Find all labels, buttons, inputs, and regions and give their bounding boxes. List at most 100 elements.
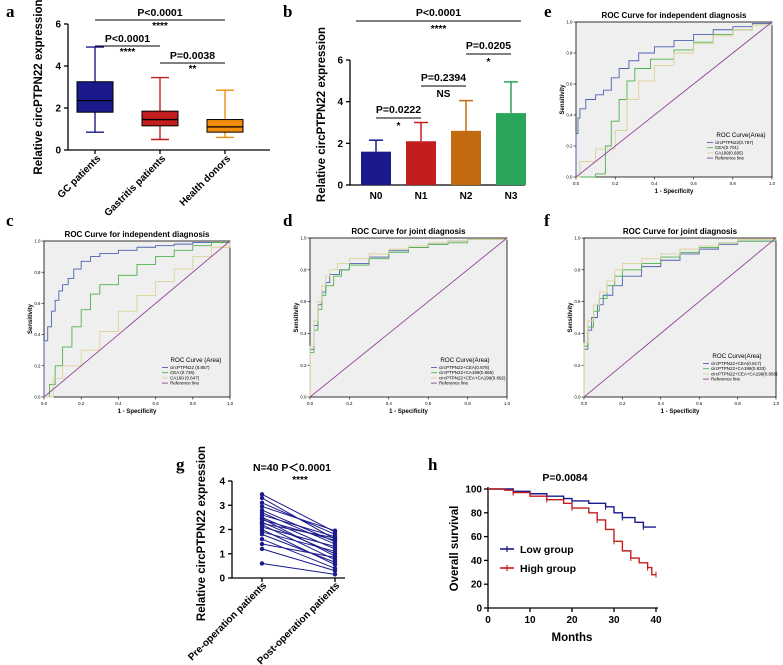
sig-p-value: P=0.0038: [170, 50, 215, 62]
x-tick-label: 30: [608, 615, 620, 626]
legend-title: ROC Curve (Area): [171, 357, 222, 364]
x-tick-label: 1.0: [504, 401, 511, 406]
y-tick-label: 0.0: [34, 395, 41, 400]
legend-entry: Reference line: [170, 381, 200, 386]
post-point: [332, 572, 338, 577]
x-tick-label: 0: [485, 615, 491, 626]
y-axis-label: Sensitivity: [294, 302, 300, 333]
box-iqr: [206, 119, 244, 133]
y-tick-label: 0.8: [574, 267, 581, 272]
roc-curve: [583, 238, 777, 397]
survival-curve: [488, 488, 656, 576]
y-tick-label: 0.0: [300, 395, 307, 400]
post-point: [332, 549, 338, 554]
x-tick-label: N3: [505, 191, 518, 202]
legend-entry: CA199(0.695): [715, 150, 744, 155]
box-iqr: [141, 110, 179, 127]
pre-point: [259, 546, 265, 552]
x-axis-label: 1 - Specificity: [655, 189, 694, 195]
y-tick-label: 1.0: [574, 236, 581, 241]
pre-point: [259, 500, 265, 506]
roc-curve: [576, 22, 773, 178]
x-tick-label: 0.8: [730, 181, 737, 186]
pre-point: [259, 541, 265, 547]
roc-curve: [43, 241, 231, 397]
sig-stars: ****: [120, 47, 136, 58]
y-tick-label: 2: [55, 104, 61, 115]
y-tick-label: 1.0: [300, 236, 307, 241]
bar: [361, 151, 391, 185]
roc-title: ROC Curve for joint diagnosis: [351, 227, 466, 236]
x-tick-label: 0.0: [573, 181, 580, 186]
sig-p-value: P=0.0205: [466, 40, 511, 52]
panel-label-e: e: [544, 2, 552, 21]
pre-point: [259, 495, 265, 501]
roc-panel-e: ROC Curve for independent diagnosis0.00.…: [560, 11, 776, 195]
x-tick-label: 0.6: [425, 401, 432, 406]
sig-stars: *: [397, 121, 401, 132]
sig-stars: ****: [431, 24, 447, 35]
x-tick-label: 0.4: [386, 401, 393, 406]
y-axis-label: Overall survival: [449, 506, 461, 592]
x-tick-label: 40: [650, 615, 662, 626]
pair-line: [261, 531, 336, 552]
x-tick-label: 0.4: [115, 401, 122, 406]
pair-line: [261, 526, 336, 547]
reference-line: [583, 237, 777, 398]
legend-entry: Low group: [520, 544, 574, 556]
pair-line: [261, 514, 336, 538]
y-tick-label: 0: [55, 146, 61, 157]
post-point: [332, 568, 338, 573]
reference-line: [43, 240, 231, 398]
y-tick-label: 0.2: [34, 363, 41, 368]
legend-entry: Reference line: [715, 156, 745, 161]
y-tick-label: 0: [337, 181, 343, 192]
y-tick-label: 20: [471, 580, 483, 591]
legend-entry: Reference line: [711, 377, 741, 382]
pair-line: [261, 519, 336, 541]
post-point: [332, 535, 338, 541]
y-tick-label: 0.0: [566, 175, 573, 180]
y-tick-label: 0.8: [34, 270, 41, 275]
pair-line: [261, 562, 336, 575]
x-tick-label: 0.4: [658, 401, 665, 406]
roc-curve: [44, 241, 231, 398]
x-tick-label: Post-operation patients: [255, 580, 342, 665]
sig-p-value: P<0.0001: [137, 7, 182, 19]
sig-stars: ****: [292, 475, 308, 486]
sig-p-value: P<0.0001: [416, 7, 461, 19]
legend-entry: circPTPN22+CEA+CA199(0.892): [439, 375, 506, 380]
survival-p-value: P=0.0084: [542, 472, 587, 484]
x-tick-label: 1.0: [769, 181, 776, 186]
pre-point: [259, 504, 265, 509]
legend-entry: CEA (0.736): [170, 370, 195, 375]
x-tick-label: 1.0: [773, 401, 780, 406]
roc-title: ROC Curve for independent diagnosis: [602, 11, 747, 20]
x-tick-label: 0.8: [465, 401, 472, 406]
pre-point: [259, 561, 265, 566]
post-point: [332, 544, 338, 549]
y-tick-label: 0.8: [300, 267, 307, 272]
y-tick-label: 2: [219, 525, 225, 536]
y-tick-label: 0: [476, 604, 482, 615]
bar: [406, 141, 436, 185]
y-tick-label: 60: [471, 532, 483, 543]
x-axis-label: Months: [552, 632, 593, 644]
sig-stars: **: [189, 64, 197, 75]
x-tick-label: 0.6: [153, 401, 160, 406]
x-tick-label: 20: [566, 615, 578, 626]
pair-line: [261, 512, 336, 545]
pre-point: [259, 492, 265, 497]
roc-panel-d: ROC Curve for joint diagnosis 0.00.0 0.2 0.…: [294, 227, 511, 415]
box-plot-panel: 0 2 4 6 Relative circPTPN22 expression GC pat…: [33, 0, 270, 219]
legend-title: ROC Curve(Area): [440, 357, 489, 364]
x-tick-label: 1.0: [227, 401, 234, 406]
legend-entry: High group: [520, 563, 576, 575]
y-tick-label: 0.6: [566, 82, 573, 87]
y-tick-label: 0.4: [300, 331, 307, 336]
x-tick-label: 0.2: [619, 401, 626, 406]
sig-stars: ****: [152, 21, 168, 32]
bar: [496, 113, 526, 185]
pair-line: [261, 548, 336, 572]
legend-title: ROC Curve(Area): [716, 132, 765, 139]
